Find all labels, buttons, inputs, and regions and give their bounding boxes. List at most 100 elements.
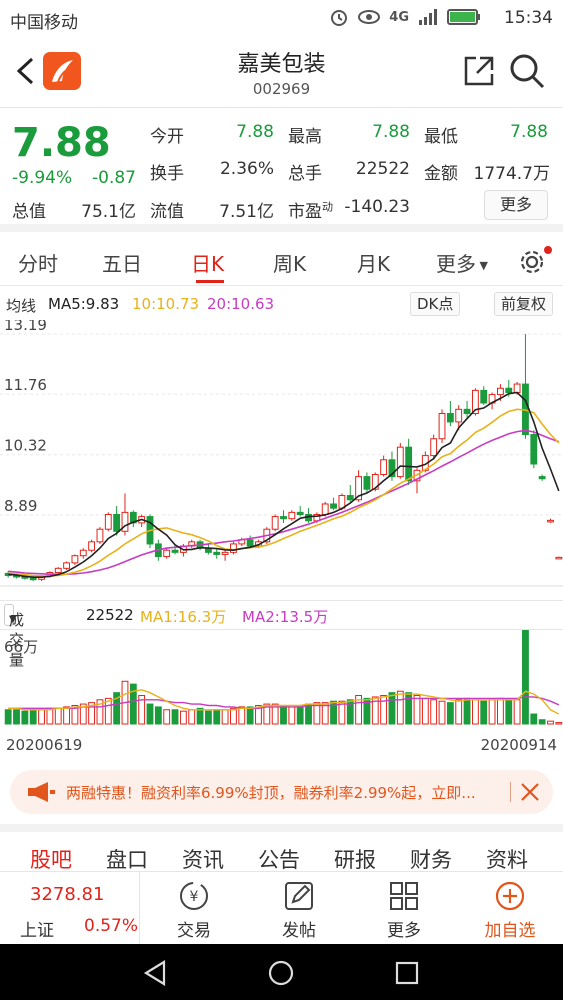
volume-bar-down [505, 699, 513, 725]
candle-up [271, 516, 279, 530]
volume-bar-up [355, 695, 363, 725]
volume-bar-up [513, 699, 521, 725]
candle-up [513, 383, 521, 393]
share-icon[interactable] [462, 54, 496, 88]
amount-value: 1774.7万 [473, 164, 550, 184]
trade-label: 交易 [177, 921, 211, 941]
tab-research[interactable]: 研报 [334, 848, 376, 872]
notification-dot [544, 246, 552, 254]
candle-down [388, 459, 396, 478]
volume-bar-up [338, 700, 346, 725]
candle-up [338, 495, 346, 509]
add-watchlist-button[interactable]: 加自选 [460, 872, 560, 944]
tab-weekly-k[interactable]: 周K [273, 252, 307, 276]
candle-up [63, 562, 70, 569]
index-change: 0.57% [84, 916, 139, 936]
candle-up [438, 413, 446, 440]
volume-bar-up [421, 697, 429, 725]
end-date: 20200914 [480, 736, 557, 754]
candle-up [96, 528, 104, 543]
candle-down [530, 434, 538, 465]
price-axis-label: 11.76 [4, 376, 47, 394]
post-label: 发帖 [282, 921, 316, 941]
tab-intraday[interactable]: 分时 [18, 252, 58, 276]
change-percent: -9.94% [12, 168, 73, 188]
volume-bar-up [438, 700, 446, 725]
gear-icon[interactable] [518, 248, 546, 276]
signal-icon [419, 9, 437, 25]
volume-legend: 成交量 ▼ 22522 MA1:16.3万 MA2:13.5万 [0, 600, 563, 669]
tab-order-book[interactable]: 盘口 [106, 848, 148, 872]
dk-point-button[interactable]: DK点 [410, 292, 461, 316]
candle-down [363, 476, 371, 490]
tab-daily-k[interactable]: 日K [191, 252, 225, 276]
volume-bar-up [263, 703, 271, 725]
promo-divider [510, 782, 511, 802]
tab-forum[interactable]: 股吧 [30, 848, 72, 872]
volume-bar-up [163, 709, 171, 725]
indicator-selector[interactable]: 成交量 ▼ [4, 604, 24, 669]
tab-news[interactable]: 资讯 [182, 848, 224, 872]
volume-bar-up [230, 707, 237, 725]
tab-announcements[interactable]: 公告 [258, 848, 300, 872]
close-icon[interactable] [518, 780, 542, 804]
quote-more-button[interactable]: 更多 [484, 190, 548, 220]
candle-up [163, 549, 171, 558]
candlestick-chart[interactable]: 13.19 11.76 10.32 8.89 [0, 320, 563, 600]
volume-bar-down [280, 704, 287, 725]
tab-more[interactable]: 更多 ▼ [436, 248, 488, 277]
svg-text:¥: ¥ [190, 889, 199, 905]
volume-bar-down [530, 713, 538, 725]
vol-ma2-line [8, 696, 560, 709]
bottom-toolbar: 3278.81 上证 0.57% ¥ 交易 发帖 更多 加自选 [0, 872, 563, 944]
candle-down [505, 387, 513, 393]
volume-bar-up [371, 696, 379, 725]
tab-monthly-k[interactable]: 月K [357, 252, 391, 276]
nav-home-icon[interactable] [266, 958, 296, 988]
period-tabs: 分时 五日 日K 周K 月K 更多 ▼ [0, 240, 563, 286]
volume-bar-down [305, 703, 312, 725]
vol-ma1-value: MA1:16.3万 [140, 608, 227, 626]
volume-bar-up [271, 703, 279, 725]
more-button[interactable]: 更多 [355, 872, 453, 944]
index-name: 上证 [20, 921, 54, 941]
candle-up [555, 556, 563, 560]
ma-legend: 均线 MA5:9.83 10:10.73 20:10.63 DK点 前复权 [0, 288, 563, 320]
adjust-price-button[interactable]: 前复权 [494, 292, 554, 316]
clock: 15:34 [504, 8, 553, 28]
back-icon[interactable] [12, 56, 38, 86]
low-label: 最低 [424, 127, 458, 147]
nav-recent-icon[interactable] [392, 958, 422, 988]
ma10-value: 10:10.73 [132, 295, 200, 313]
change-value: -0.87 [92, 168, 136, 188]
volume-bar-down [463, 697, 471, 725]
post-button[interactable]: 发帖 [250, 872, 348, 944]
promo-banner[interactable]: 两融特惠！融资利率6.99%封顶，融券利率2.99%起，立即... [10, 770, 553, 814]
trade-button[interactable]: ¥ 交易 [145, 872, 243, 944]
trade-icon: ¥ [180, 882, 208, 910]
volume-bar-down [213, 709, 221, 725]
tab-financials[interactable]: 财务 [410, 848, 452, 872]
volume-bar-up [413, 695, 421, 725]
volume-bar-up [138, 695, 146, 725]
tab-five-day[interactable]: 五日 [102, 252, 142, 276]
tab-profile[interactable]: 资料 [486, 848, 528, 872]
ma5-value: MA5:9.83 [48, 295, 120, 313]
stock-header: 嘉美包装 002969 [0, 36, 563, 108]
volume-bar-up [63, 706, 70, 725]
index-widget[interactable]: 3278.81 上证 0.57% [0, 872, 140, 944]
volume-bar-up [430, 699, 438, 725]
volume-bar-down [204, 710, 212, 725]
volume-bar-up [471, 699, 479, 725]
app-logo [43, 52, 81, 90]
candle-down [113, 513, 121, 532]
volume-axis-label: 66万 [4, 638, 38, 656]
search-icon[interactable] [508, 52, 546, 90]
candle-up [288, 511, 296, 520]
volume-bar-up [104, 697, 112, 725]
pe-label-text: 市盈 [288, 202, 322, 222]
volume-bar-down [246, 706, 254, 725]
volume-bar-down [480, 700, 488, 725]
tab-more-label: 更多 [436, 252, 476, 276]
nav-back-icon[interactable] [140, 958, 170, 988]
